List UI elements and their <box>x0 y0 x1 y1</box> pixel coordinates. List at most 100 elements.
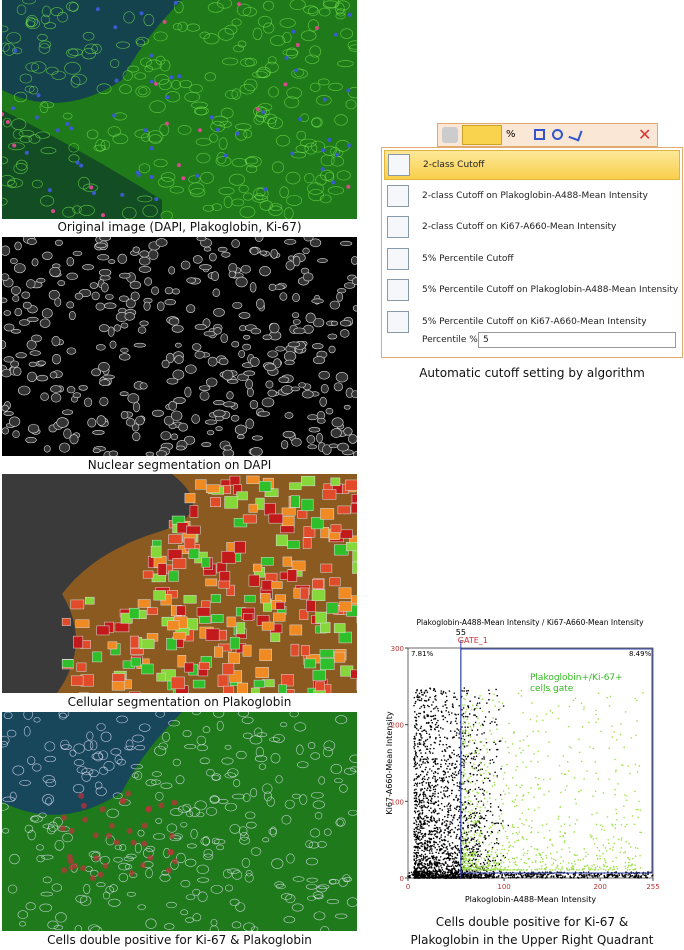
dot-texture <box>584 875 586 878</box>
nucleus-outline <box>91 291 100 301</box>
dot-texture <box>501 855 504 857</box>
dot-texture <box>458 808 461 811</box>
nucleus-outline <box>69 434 79 445</box>
dot-texture <box>468 849 471 852</box>
menu-item[interactable]: 2-class Cutoff on Ki67-A660-Mean Intensi… <box>384 213 680 243</box>
dot-texture <box>560 869 562 871</box>
dot-texture <box>437 852 440 855</box>
dot-texture <box>440 875 443 878</box>
cell <box>2 117 12 128</box>
cell <box>172 23 183 31</box>
nucleus-outline <box>14 241 22 251</box>
menu-icon <box>387 279 409 301</box>
dot-texture <box>437 873 439 875</box>
cell-outline <box>38 812 47 818</box>
dot-texture <box>515 784 518 787</box>
dot-texture <box>421 737 423 739</box>
tool-icon[interactable] <box>442 127 458 143</box>
dot-texture <box>454 807 456 810</box>
menu-item[interactable]: 5% Percentile Cutoff on Plakoglobin-A488… <box>384 276 680 306</box>
dot-texture <box>451 779 454 781</box>
dot-texture <box>429 781 432 784</box>
ki67-cell <box>78 792 85 799</box>
rect-tool[interactable] <box>534 129 545 140</box>
dot-texture <box>436 848 438 851</box>
dot-texture <box>464 755 467 758</box>
dot-texture <box>483 772 485 775</box>
cell-outline <box>255 746 264 758</box>
dot-texture <box>443 805 446 808</box>
dot-texture <box>472 869 475 871</box>
menu-item[interactable]: 2-class Cutoff <box>384 150 680 180</box>
nucleus <box>283 82 288 87</box>
cell <box>119 84 132 94</box>
dot-texture <box>580 760 583 763</box>
dot-texture <box>487 854 490 856</box>
cell <box>66 48 79 58</box>
dot-texture <box>525 862 527 865</box>
cell <box>256 107 270 119</box>
cell <box>196 152 211 164</box>
dot-texture <box>559 791 562 794</box>
dot-texture <box>434 690 437 692</box>
cell <box>335 12 346 20</box>
dot-texture <box>462 758 465 761</box>
cell <box>280 525 295 534</box>
dot-texture <box>424 762 426 764</box>
cell <box>141 663 154 675</box>
ellipse-tool[interactable] <box>552 129 563 140</box>
dot-texture <box>434 824 436 827</box>
polygon-tool[interactable] <box>568 127 583 142</box>
dot-texture <box>465 848 468 850</box>
dot-texture <box>439 859 441 861</box>
dot-texture <box>448 802 450 804</box>
dot-texture <box>424 793 426 796</box>
dot-texture <box>434 877 437 879</box>
dot-texture <box>534 868 537 871</box>
dot-texture <box>457 849 459 851</box>
cell <box>204 72 217 82</box>
cell <box>267 117 283 130</box>
dot-texture <box>440 690 443 692</box>
dot-texture <box>501 825 504 828</box>
dot-texture <box>489 869 492 871</box>
nucleus-outline <box>292 255 301 267</box>
close-button[interactable]: ✕ <box>638 125 652 144</box>
percent-button[interactable]: % <box>506 129 516 140</box>
menu-item[interactable]: 5% Percentile Cutoff on Ki67-A660-Mean I… <box>384 308 680 338</box>
dot-texture <box>464 857 467 860</box>
dot-texture <box>458 805 460 808</box>
dot-texture <box>442 718 445 721</box>
cell <box>351 494 357 503</box>
dot-texture <box>610 725 613 727</box>
dot-texture <box>474 823 477 826</box>
cutoff-button[interactable] <box>462 125 502 145</box>
dot-texture <box>458 849 461 852</box>
dot-texture <box>442 846 445 849</box>
dot-texture <box>557 705 560 707</box>
dot-texture <box>420 804 423 807</box>
dot-texture <box>602 852 604 855</box>
menu-item[interactable]: 2-class Cutoff on Plakoglobin-A488-Mean … <box>384 182 680 212</box>
dot-texture <box>512 876 514 879</box>
dot-texture <box>634 790 636 793</box>
cell-outline <box>159 873 171 882</box>
dot-texture <box>423 857 425 859</box>
dot-texture <box>482 866 485 869</box>
dot-texture <box>561 848 563 851</box>
cell-outline <box>317 841 327 848</box>
menu-item[interactable]: 5% Percentile Cutoff <box>384 245 680 275</box>
dot-texture <box>493 761 495 764</box>
nucleus-outline <box>138 256 151 266</box>
nucleus-outline <box>352 304 357 312</box>
dot-texture <box>568 824 571 827</box>
dot-texture <box>414 726 416 729</box>
dot-texture <box>487 777 489 780</box>
cell <box>236 491 248 501</box>
percentile-input[interactable]: 5 <box>478 332 676 348</box>
cell-outline <box>213 838 226 845</box>
dot-texture <box>526 869 529 871</box>
dot-texture <box>440 873 442 875</box>
nucleus-outline <box>178 422 188 432</box>
